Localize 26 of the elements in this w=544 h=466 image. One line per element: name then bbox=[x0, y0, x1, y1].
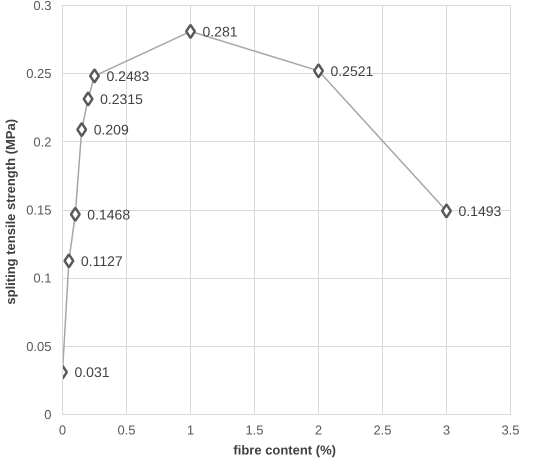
data-label: 0.1468 bbox=[87, 206, 130, 222]
y-tick-label: 0 bbox=[44, 407, 52, 422]
x-tick-label: 0 bbox=[58, 422, 66, 438]
data-label: 0.209 bbox=[94, 122, 129, 138]
x-axis-title: fibre content (%) bbox=[233, 442, 336, 458]
x-tick-label: 1 bbox=[186, 422, 194, 438]
y-tick-label: 0.05 bbox=[26, 338, 52, 354]
x-tick-label: 0.5 bbox=[117, 422, 136, 438]
y-tick-label: 0.2 bbox=[33, 134, 52, 150]
x-tick-label: 2.5 bbox=[373, 422, 392, 438]
data-label: 0.281 bbox=[202, 23, 238, 40]
x-tick-label: 1.5 bbox=[245, 422, 264, 438]
y-tick-label: 0.1 bbox=[33, 270, 52, 286]
data-label: 0.2483 bbox=[106, 68, 150, 84]
y-tick-label: 0.3 bbox=[33, 0, 52, 13]
y-tick-label: 0.25 bbox=[26, 66, 52, 82]
data-label: 0.2521 bbox=[330, 62, 374, 79]
y-axis-title: spliting tensile strength (MPa) bbox=[3, 118, 18, 305]
data-label: 0.031 bbox=[74, 364, 110, 380]
x-tick-label: 3.5 bbox=[501, 422, 520, 438]
data-label: 0.1127 bbox=[80, 252, 123, 269]
x-tick-label: 2 bbox=[314, 422, 322, 438]
data-label: 0.2315 bbox=[100, 90, 144, 107]
y-tick-label: 0.15 bbox=[26, 202, 52, 218]
x-tick-label: 3 bbox=[442, 422, 450, 438]
data-label: 0.1493 bbox=[458, 202, 502, 219]
